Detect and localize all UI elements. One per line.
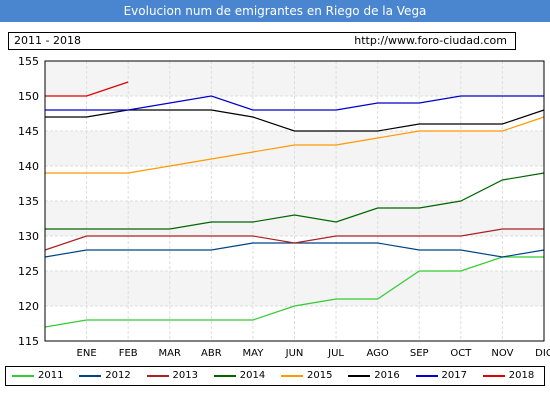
- legend-swatch: [415, 375, 438, 377]
- y-tick-label: 155: [18, 55, 39, 68]
- series-line-2012: [44, 242, 545, 258]
- axes: [44, 60, 545, 342]
- legend-swatch: [79, 375, 102, 377]
- legend-label: 2018: [508, 370, 535, 381]
- source-url[interactable]: http://www.foro-ciudad.com: [354, 34, 507, 47]
- y-tick-label: 145: [18, 125, 39, 138]
- x-tick-label: MAR: [159, 348, 181, 359]
- legend-swatch: [482, 375, 505, 377]
- series-line-2013: [44, 228, 544, 251]
- series-lines: [44, 81, 545, 328]
- series-line-2015: [45, 116, 545, 174]
- legend-swatch: [213, 375, 236, 377]
- range-bar: 2011 - 2018 http://www.foro-ciudad.com: [8, 32, 516, 50]
- legend: 2011 2012 2013 2014 2015 2016 2017 2018: [5, 366, 545, 386]
- y-tick-label: 130: [18, 230, 39, 243]
- x-tick-label: AGO: [367, 348, 389, 359]
- legend-swatch: [281, 375, 303, 377]
- x-tick-label: DIC: [535, 348, 550, 359]
- x-tick-label: SEP: [410, 348, 429, 359]
- legend-label: 2014: [239, 370, 266, 381]
- plot-frame: [44, 60, 545, 342]
- y-tick-label: 140: [18, 160, 39, 173]
- legend-swatch: [12, 375, 34, 377]
- x-tick-label: JUN: [285, 348, 304, 359]
- series-line-2014: [45, 172, 545, 230]
- chart-title: Evolucion num de emigrantes en Riego de …: [0, 0, 550, 22]
- series-line-2011: [44, 256, 544, 328]
- legend-label: 2013: [172, 370, 198, 381]
- y-tick-label: 150: [18, 90, 39, 103]
- legend-label: 2015: [307, 370, 333, 381]
- y-tick-label: 125: [18, 265, 39, 278]
- x-tick-label: NOV: [491, 348, 513, 359]
- legend-label: 2016: [374, 370, 400, 381]
- legend-swatch: [348, 375, 371, 377]
- x-tick-label: MAY: [243, 348, 265, 359]
- year-range: 2011 - 2018: [14, 34, 81, 47]
- x-tick-label: ABR: [201, 348, 222, 359]
- series-line-2018: [45, 81, 129, 97]
- legend-label: 2017: [441, 370, 467, 381]
- legend-label: 2011: [38, 370, 64, 381]
- x-tick-label: OCT: [450, 348, 472, 359]
- legend-label: 2012: [105, 370, 131, 381]
- series-line-2017: [45, 95, 544, 111]
- y-tick-label: 120: [18, 300, 39, 313]
- y-tick-label: 135: [18, 195, 39, 208]
- y-tick-label: 115: [18, 335, 39, 348]
- y-tick-labels: 115 120 125 130 135 140 145 150 155: [18, 55, 39, 348]
- x-tick-label: FEB: [119, 348, 138, 359]
- x-tick-label: JUL: [327, 348, 344, 359]
- legend-swatch: [146, 375, 169, 377]
- x-tick-label: ENE: [77, 348, 97, 359]
- x-tick-labels: ENE FEB MAR ABR MAY JUN JUL AGO SEP OCT NOV DIC: [77, 348, 550, 359]
